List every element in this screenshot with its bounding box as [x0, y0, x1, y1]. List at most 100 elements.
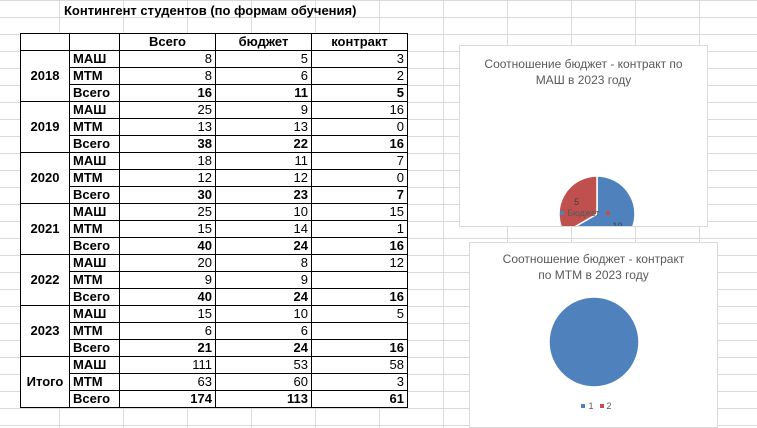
total-cell: 25 [119, 203, 216, 221]
total-cell: 9 [119, 271, 216, 289]
column-header: контракт [311, 33, 408, 51]
contract-cell [311, 322, 408, 340]
chart-title-mtm: Соотношение бюджет - контракт по МТМ в 2… [470, 251, 717, 283]
total-cell: 38 [119, 135, 216, 153]
contract-cell: 16 [311, 288, 408, 306]
contract-cell: 12 [311, 254, 408, 272]
contract-cell: 7 [311, 186, 408, 204]
header-row: Всего бюджет контракт [20, 33, 408, 51]
form-label: МТМ [69, 220, 120, 238]
contract-cell: 61 [311, 390, 408, 408]
table-row: МТМ 15 14 1 [21, 220, 408, 238]
form-label: МАШ [69, 50, 120, 68]
pie-chart-mash[interactable]: Соотношение бюджет - контракт по МАШ в 2… [459, 45, 708, 227]
table-row: Всего 40 24 16 [21, 288, 408, 306]
budget-cell: 11 [215, 84, 312, 102]
total-cell: 8 [119, 67, 216, 85]
form-label: МАШ [69, 254, 120, 272]
contract-cell: 58 [311, 356, 408, 374]
total-cell: 25 [119, 101, 216, 119]
budget-cell: 9 [215, 101, 312, 119]
contract-cell [311, 271, 408, 289]
budget-cell: 24 [215, 288, 312, 306]
contract-cell: 3 [311, 50, 408, 68]
table-row: Всего 174 113 61 [21, 390, 408, 408]
contract-cell: 1 [311, 220, 408, 238]
header-empty [20, 33, 70, 51]
contract-cell: 0 [311, 169, 408, 187]
legend-mash: Бюджет [460, 208, 707, 218]
budget-cell: 9 [215, 271, 312, 289]
chart-title-line: по МТМ в 2023 году [538, 268, 649, 282]
table-row: Всего 40 24 16 [21, 237, 408, 255]
budget-cell: 24 [215, 339, 312, 357]
contract-cell: 16 [311, 339, 408, 357]
contract-cell: 15 [311, 203, 408, 221]
budget-cell: 10 [215, 305, 312, 323]
table-row: 2019 МАШ 25 9 16 [20, 101, 408, 153]
legend-label: 2 [606, 401, 612, 411]
total-cell: 174 [119, 390, 216, 408]
table-row: 2022 МАШ 20 8 12 [20, 254, 408, 306]
year-label: 2019 [20, 101, 70, 153]
form-label: МТМ [69, 169, 120, 187]
contract-cell: 16 [311, 135, 408, 153]
table-row: Всего 16 11 5 [21, 84, 408, 102]
chart-title-line: МАШ в 2023 году [535, 73, 632, 87]
contract-cell: 2 [311, 67, 408, 85]
table-row: Итого МАШ 111 53 58 [20, 356, 408, 408]
contract-cell: 5 [311, 84, 408, 102]
total-cell: 40 [119, 237, 216, 255]
budget-cell: 53 [215, 356, 312, 374]
budget-cell: 23 [215, 186, 312, 204]
year-label: 2018 [20, 50, 70, 102]
pie-slice[interactable] [558, 175, 598, 226]
legend-label: 1 [588, 401, 594, 411]
total-cell: 30 [119, 186, 216, 204]
column-header: бюджет [215, 33, 312, 51]
legend-swatch [599, 404, 604, 409]
budget-cell: 24 [215, 237, 312, 255]
legend-label: Бюджет [567, 208, 600, 218]
students-table: Всего бюджет контракт 2018 МАШ 8 5 3 МТМ 8 6 2 Всего… [20, 33, 408, 408]
table-row: 2021 МАШ 25 10 15 [20, 203, 408, 255]
budget-cell: 12 [215, 169, 312, 187]
table-row: Всего 30 23 7 [21, 186, 408, 204]
table-row: МТМ 6 6 [21, 322, 408, 340]
table-row: 2020 МАШ 18 11 7 [20, 152, 408, 204]
legend-item: Бюджет [554, 208, 600, 218]
contract-cell: 16 [311, 237, 408, 255]
pie-slice[interactable] [564, 175, 636, 226]
pie-chart-mtm[interactable]: Соотношение бюджет - контракт по МТМ в 2… [469, 242, 718, 428]
table-row: МТМ 9 9 [21, 271, 408, 289]
budget-cell: 5 [215, 50, 312, 68]
year-label: 2020 [20, 152, 70, 204]
form-label: МАШ [69, 305, 120, 323]
total-cell: 6 [119, 322, 216, 340]
form-label: МТМ [69, 118, 120, 136]
form-label: МАШ [69, 356, 120, 374]
legend-swatch [581, 404, 586, 409]
year-label: 2021 [20, 203, 70, 255]
column-header: Всего [119, 33, 216, 51]
form-label: Всего [69, 339, 120, 357]
total-cell: 15 [119, 305, 216, 323]
total-cell: 16 [119, 84, 216, 102]
form-label: Всего [69, 288, 120, 306]
slice-label: 5 [574, 197, 579, 207]
contract-cell: 5 [311, 305, 408, 323]
year-label: 2022 [20, 254, 70, 306]
form-label: Всего [69, 186, 120, 204]
budget-cell: 14 [215, 220, 312, 238]
table-row: МТМ 13 13 0 [21, 118, 408, 136]
total-cell: 12 [119, 169, 216, 187]
budget-cell: 13 [215, 118, 312, 136]
form-label: МТМ [69, 271, 120, 289]
legend-item: 2 [594, 401, 612, 411]
pie-slice[interactable] [548, 296, 640, 388]
table-row: МТМ 12 12 0 [21, 169, 408, 187]
legend-item [600, 208, 613, 218]
form-label: МАШ [69, 203, 120, 221]
budget-cell: 60 [215, 373, 312, 391]
legend-swatch [605, 211, 610, 216]
